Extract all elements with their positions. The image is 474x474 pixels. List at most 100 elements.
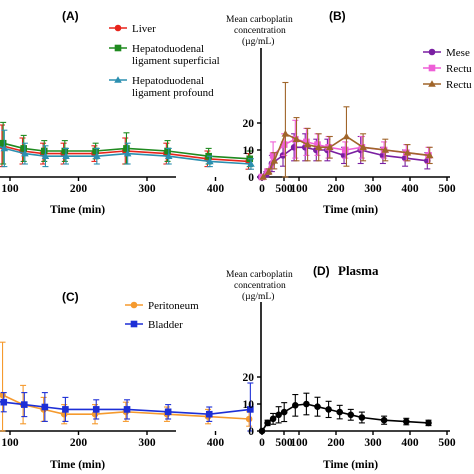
x-tick-label: 500 bbox=[275, 183, 293, 195]
data-point bbox=[269, 152, 277, 159]
data-point bbox=[264, 419, 271, 427]
panel-b-series bbox=[257, 81, 434, 181]
error-bar bbox=[0, 341, 6, 432]
y-tick-label: 20 bbox=[243, 118, 255, 130]
series-rectu bbox=[258, 119, 432, 181]
data-point bbox=[0, 139, 7, 147]
x-tick-label: 300 bbox=[364, 437, 382, 449]
series-hepatoduodenal-ligament-profound bbox=[0, 129, 255, 170]
data-point bbox=[21, 401, 28, 408]
data-point bbox=[62, 152, 70, 159]
data-point bbox=[92, 147, 99, 155]
panel-d-y-label-line2: concentration bbox=[234, 281, 286, 291]
legend-label: Rectu bbox=[446, 79, 472, 91]
legend-label: Liver bbox=[132, 23, 156, 35]
data-point bbox=[41, 403, 49, 411]
series-hepatoduodenal-ligament-superficial bbox=[0, 121, 254, 168]
legend-label: Mese bbox=[446, 47, 470, 59]
data-point bbox=[123, 149, 132, 157]
x-tick-label: 300 bbox=[364, 183, 382, 195]
y-tick-label: 20 bbox=[243, 372, 255, 384]
x-tick-label: 300 bbox=[138, 437, 156, 449]
data-point bbox=[403, 148, 412, 156]
panel-d-series bbox=[258, 392, 432, 435]
legend-item: Peritoneum bbox=[125, 300, 199, 312]
data-point bbox=[281, 130, 290, 137]
x-tick-label: 200 bbox=[327, 183, 345, 195]
x-tick-label: 500 bbox=[438, 437, 456, 449]
x-tick-label: 200 bbox=[70, 437, 88, 449]
data-point bbox=[123, 406, 131, 413]
x-tick-label: 500 bbox=[275, 437, 293, 449]
legend-marker bbox=[114, 76, 122, 83]
legend-item: Rectu bbox=[423, 79, 472, 91]
data-point bbox=[0, 144, 9, 152]
panel-b-label: (B) bbox=[329, 9, 346, 23]
data-point bbox=[425, 419, 432, 427]
series-rectu bbox=[259, 81, 434, 180]
data-point bbox=[314, 141, 321, 148]
y-tick-label: 0 bbox=[248, 172, 254, 184]
panel-d-x-label: Time (min) bbox=[323, 459, 378, 471]
data-point bbox=[342, 132, 351, 140]
data-point bbox=[264, 167, 273, 175]
data-point bbox=[259, 173, 267, 180]
data-point bbox=[269, 415, 277, 423]
series-plasma bbox=[258, 392, 432, 435]
panel-d-label: (D) bbox=[313, 264, 330, 278]
data-point bbox=[92, 406, 100, 413]
legend-marker bbox=[130, 320, 138, 328]
data-point bbox=[164, 408, 172, 416]
panel-d: Mean carboplatin concentration (µg/mL) (… bbox=[226, 263, 456, 471]
x-tick-label: 0 bbox=[259, 183, 265, 195]
x-tick-label: 100 bbox=[290, 437, 308, 449]
data-point bbox=[341, 146, 349, 154]
data-point bbox=[205, 410, 213, 418]
x-tick-label: 400 bbox=[401, 437, 419, 449]
data-point bbox=[347, 411, 355, 419]
x-tick-label: 0 bbox=[259, 437, 265, 449]
data-point bbox=[206, 157, 214, 165]
data-point bbox=[0, 391, 6, 399]
series-peritoneum bbox=[0, 341, 253, 432]
panel-a-x-label: Time (min) bbox=[50, 204, 105, 216]
y-tick-label: 10 bbox=[243, 399, 255, 411]
panel-c-series bbox=[0, 341, 254, 432]
legend-label: ligament superficial bbox=[132, 55, 220, 67]
panel-b-x-label: Time (min) bbox=[323, 204, 378, 216]
x-tick-label: 100 bbox=[1, 437, 19, 449]
data-point bbox=[93, 152, 101, 159]
legend-marker bbox=[428, 64, 436, 72]
data-point bbox=[381, 146, 390, 153]
data-point bbox=[20, 145, 27, 152]
data-point bbox=[326, 143, 334, 151]
data-point bbox=[247, 406, 254, 413]
panel-d-y-label-line1: Mean carboplatin bbox=[226, 270, 293, 280]
data-point bbox=[123, 145, 130, 152]
panel-b-y-label-line3: (µg/mL) bbox=[242, 36, 274, 47]
legend-label: Peritoneum bbox=[148, 300, 199, 312]
panel-b-y-label-line1: Mean carboplatin bbox=[226, 15, 293, 25]
y-tick-label: 10 bbox=[243, 145, 255, 157]
data-point bbox=[247, 160, 255, 167]
legend-marker bbox=[114, 44, 122, 52]
legend-item: Mese bbox=[423, 47, 470, 59]
panel-a-x-ticks: 100 200 300 400 500 bbox=[1, 177, 293, 195]
data-point bbox=[40, 147, 48, 155]
data-point bbox=[425, 151, 434, 159]
panel-d-title: Plasma bbox=[338, 263, 379, 278]
panel-b-y-label-line2: concentration bbox=[234, 26, 286, 36]
error-bar bbox=[282, 81, 289, 178]
data-point bbox=[258, 427, 266, 435]
data-point bbox=[292, 135, 301, 142]
panel-d-x-ticks: 0 100 200 300 400 500 bbox=[259, 431, 456, 449]
data-point bbox=[41, 152, 50, 159]
legend-label: Hepatoduodenal bbox=[132, 43, 204, 55]
x-tick-label: 400 bbox=[207, 437, 225, 449]
data-point bbox=[359, 143, 367, 151]
panel-b: Mean carboplatin concentration (µg/mL) (… bbox=[226, 9, 472, 216]
